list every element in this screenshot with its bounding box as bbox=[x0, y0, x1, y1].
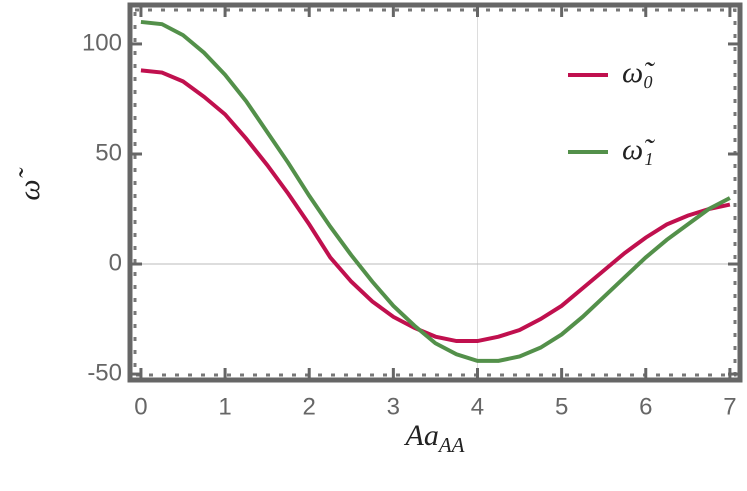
legend-label: ω̃₀ bbox=[622, 56, 655, 89]
y-tick-label: 100 bbox=[82, 29, 122, 56]
x-tick-label: 1 bbox=[218, 393, 231, 420]
y-tick-label: 50 bbox=[95, 139, 122, 166]
line-series bbox=[140, 68, 731, 344]
x-tick-label: 4 bbox=[471, 393, 484, 420]
x-tick-label: 6 bbox=[639, 393, 652, 420]
x-tick-label: 5 bbox=[555, 393, 568, 420]
x-tick-label: 2 bbox=[303, 393, 316, 420]
frame bbox=[127, 2, 743, 383]
frame-minor-ticks bbox=[133, 8, 737, 377]
x-tick-label: 0 bbox=[134, 393, 147, 420]
x-tick-label: 7 bbox=[723, 393, 736, 420]
x-axis-label: AaAA bbox=[404, 419, 465, 457]
y-tick-label: 0 bbox=[109, 249, 122, 276]
y-tick-label: -50 bbox=[87, 359, 122, 386]
line-series bbox=[140, 19, 731, 363]
x-label-sub: AA bbox=[437, 433, 465, 457]
y-axis-label: ω̃ bbox=[13, 167, 46, 200]
legend-label: ω̃₁ bbox=[622, 133, 655, 166]
x-tick-label: 3 bbox=[387, 393, 400, 420]
x-label-main: Aa bbox=[404, 419, 439, 452]
